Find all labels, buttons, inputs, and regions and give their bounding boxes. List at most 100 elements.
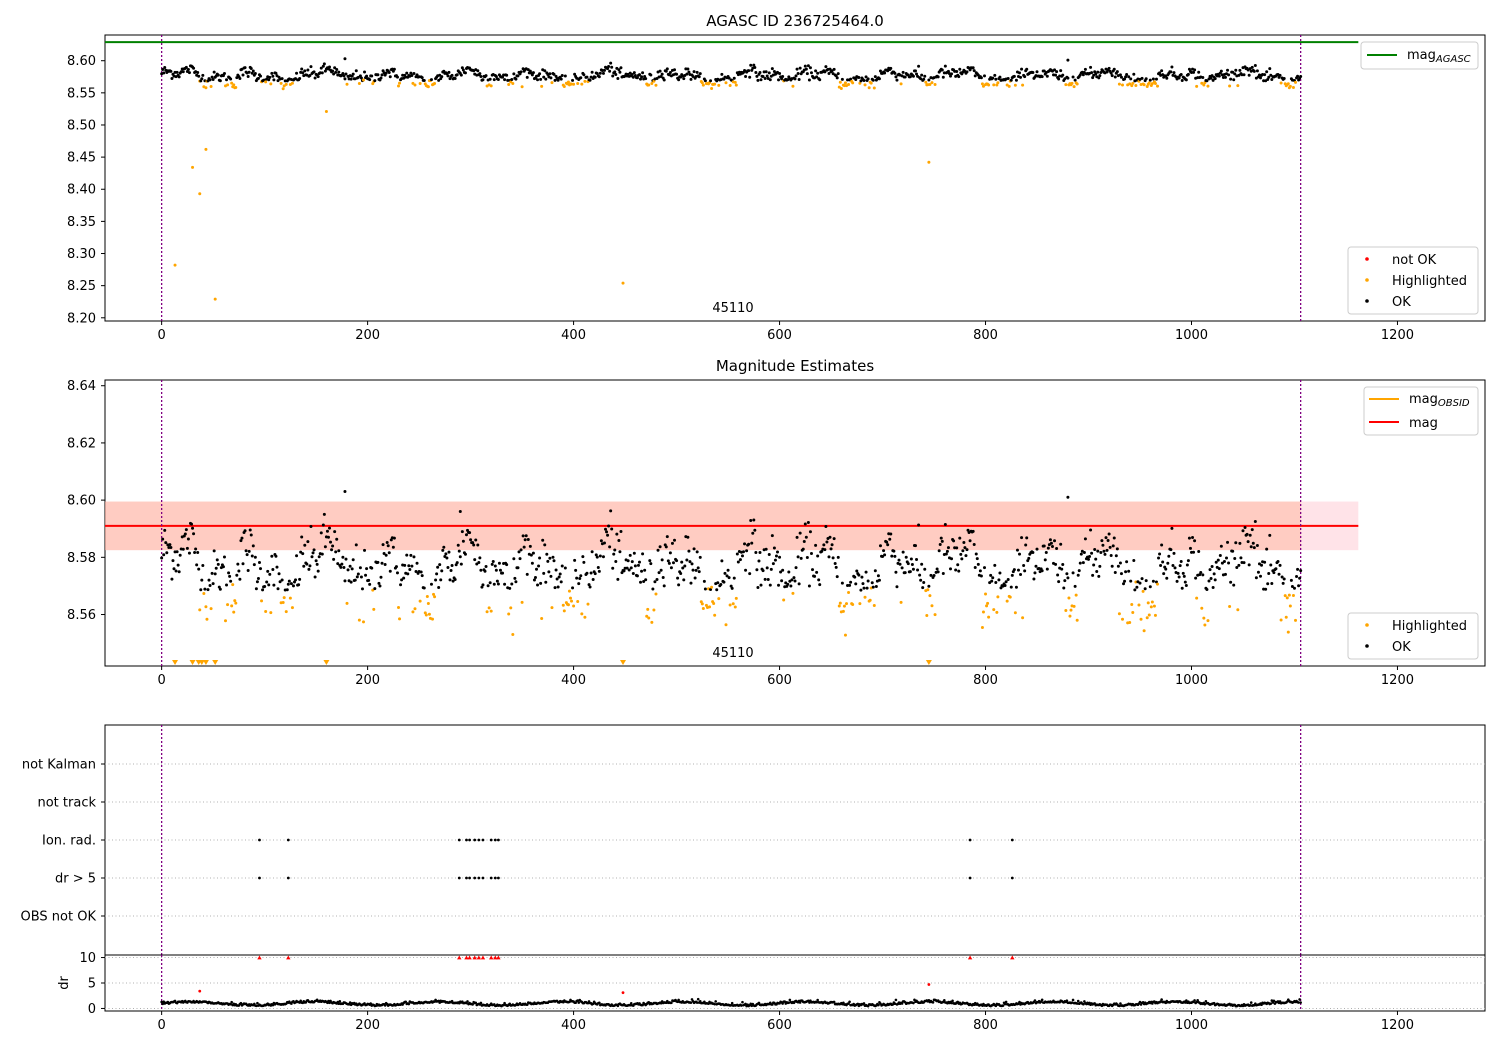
middle-ok-point (538, 556, 542, 560)
top-ok-point (922, 77, 926, 81)
middle-ok-point (949, 567, 953, 571)
middle-ok-point (635, 574, 639, 578)
middle-ok-point (275, 565, 279, 569)
middle-ok-point (1225, 556, 1229, 560)
middle-ok-point (1182, 574, 1186, 578)
middle-highlighted-point (1008, 595, 1012, 599)
middle-ok-point (1218, 554, 1222, 558)
middle-highlighted-point (650, 620, 654, 624)
middle-ok-point (1192, 550, 1196, 554)
middle-ok-point (609, 509, 613, 513)
middle-ok-point (1138, 581, 1142, 585)
middle-ok-point (472, 543, 476, 547)
top-ok-point (536, 78, 540, 82)
middle-legend-mag-label: mag (1409, 416, 1438, 431)
middle-ok-point (660, 558, 664, 562)
middle-ok-point (358, 566, 362, 570)
top-highlighted-point (647, 83, 651, 87)
dr-point (951, 999, 954, 1003)
top-ok-point (1250, 65, 1254, 69)
top-highlighted-point (566, 80, 570, 84)
flags-plot-area (105, 725, 1485, 955)
top-ok-point (613, 70, 617, 74)
top-ok-point (519, 70, 523, 74)
middle-ok-point (692, 547, 696, 551)
middle-ok-point (1193, 539, 1197, 543)
middle-ok-point (978, 569, 982, 573)
middle-ok-point (811, 568, 815, 572)
middle-ok-point (738, 558, 742, 562)
middle-ok-point (181, 547, 185, 551)
middle-ok-point (376, 560, 380, 564)
middle-ok-point (286, 582, 290, 586)
middle-ok-point (1122, 582, 1126, 586)
middle-ok-point (328, 526, 332, 530)
middle-ok-point (834, 565, 838, 569)
middle-highlighted-point (576, 600, 580, 604)
top-ok-point (805, 72, 809, 76)
top-ok-point (341, 72, 345, 76)
middle-ok-point (385, 540, 389, 544)
middle-ok-point (270, 554, 274, 558)
middle-ok-point (736, 560, 740, 564)
middle-ok-point (297, 583, 301, 587)
middle-ok-point (439, 578, 443, 582)
middle-ok-point (799, 556, 803, 560)
middle-ok-point (410, 564, 414, 568)
top-highlighted-point (1156, 84, 1160, 88)
middle-ok-point (882, 549, 886, 553)
middle-ok-point (876, 574, 880, 578)
middle-ok-point (1289, 578, 1293, 582)
dr-point (894, 998, 898, 1002)
middle-ok-point (686, 535, 690, 539)
middle-ok-point (1082, 550, 1086, 554)
middle-ok-point (541, 538, 545, 542)
top-highlighted-point (418, 82, 422, 86)
middle-ok-point (1118, 561, 1122, 565)
middle-ok-point (1073, 584, 1077, 588)
top-ok-point (655, 77, 659, 81)
dr-plot-area (105, 955, 1485, 1011)
top-ok-point (781, 74, 785, 78)
middle-ok-point (1098, 564, 1102, 568)
top-ok-point (755, 74, 759, 78)
middle-ok-point (897, 558, 901, 562)
top-ok-point (658, 69, 662, 73)
top-ok-point (1096, 70, 1100, 74)
middle-highlighted-point (851, 603, 855, 607)
middle-ok-point (895, 585, 899, 589)
middle-ok-point (178, 553, 182, 557)
top-highlighted-point (858, 81, 862, 85)
middle-ok-point (1055, 546, 1059, 550)
middle-highlighted-point (1206, 619, 1210, 623)
top-ok-point (894, 75, 898, 79)
top-ok-point (1242, 73, 1246, 77)
middle-ok-point (877, 578, 881, 582)
middle-ok-point (588, 585, 592, 589)
dr-x-tick-label-6: 1200 (1381, 1018, 1414, 1033)
middle-ok-point (747, 542, 751, 546)
middle-ok-point (348, 564, 352, 568)
top-ok-point (268, 75, 272, 79)
top-highlighted-point (839, 87, 843, 91)
middle-ok-point (1213, 578, 1217, 582)
middle-ok-point (1143, 587, 1147, 591)
top-y-tick-label-3: 8.35 (67, 215, 96, 230)
top-ok-point (332, 72, 336, 76)
middle-highlighted-point (511, 632, 515, 636)
middle-highlighted-point (198, 608, 202, 612)
middle-ok-point (687, 549, 691, 553)
top-ok-point (793, 77, 797, 81)
top-ok-point (889, 66, 893, 70)
middle-ok-point (1162, 572, 1166, 576)
middle-highlighted-point (397, 606, 401, 610)
middle-highlighted-point (433, 595, 437, 599)
top-ok-point (1278, 73, 1282, 77)
top-highlighted-point (1206, 84, 1210, 88)
middle-ok-point (1033, 571, 1037, 575)
top-ok-point (1066, 76, 1070, 80)
top-ok-point (253, 72, 257, 76)
middle-ok-point (1280, 575, 1284, 579)
middle-ok-point (944, 552, 948, 556)
middle-highlighted-point (1005, 599, 1009, 603)
